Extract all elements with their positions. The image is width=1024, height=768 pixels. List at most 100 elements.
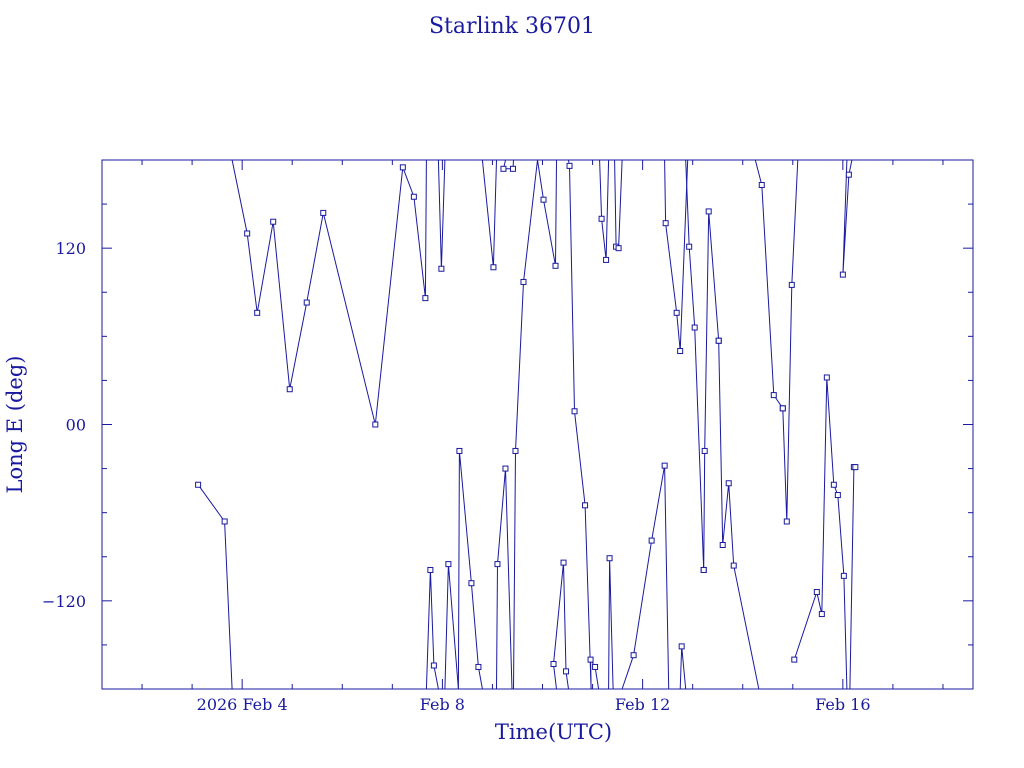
x-tick-label: 2026 Feb 4 [197, 695, 288, 714]
data-point [445, 561, 452, 568]
data-point [563, 668, 570, 675]
y-tick-label: 120 [55, 239, 86, 258]
x-tick-label: Feb 8 [420, 695, 465, 714]
data-point [615, 245, 622, 252]
data-point [494, 561, 501, 568]
data-point [468, 580, 475, 587]
data-point [839, 271, 846, 278]
data-point [700, 566, 707, 573]
plot-frame [101, 159, 974, 690]
series-line [568, 160, 592, 689]
series-line [664, 160, 689, 352]
y-tick-label: −120 [42, 592, 86, 611]
series-line [685, 160, 705, 571]
series-line [457, 450, 483, 689]
series-line [537, 160, 557, 266]
data-point [270, 218, 277, 225]
data-point [502, 465, 509, 472]
data-point [834, 492, 841, 499]
data-point [490, 264, 497, 271]
series-line [608, 558, 615, 689]
data-point [320, 209, 327, 216]
y-tick-label: 00 [66, 416, 86, 435]
data-point [560, 559, 567, 566]
data-point [661, 462, 668, 469]
data-point [438, 265, 445, 272]
data-point [372, 421, 379, 428]
data-point [603, 256, 610, 263]
data-point [520, 278, 527, 285]
series-line [842, 160, 853, 275]
data-point [512, 447, 519, 454]
series-line [197, 484, 233, 689]
data-point [566, 162, 573, 169]
data-point [791, 656, 798, 663]
data-point [592, 663, 599, 670]
x-axis-ticks: 2026 Feb 4 Feb 8 Feb 12 Feb 16 [197, 695, 871, 714]
x-tick-label: Feb 16 [815, 695, 870, 714]
data-point [818, 611, 825, 618]
series-line [679, 646, 687, 689]
data-point [686, 243, 693, 250]
data-point [673, 309, 680, 316]
series-line [496, 468, 514, 689]
data-point [678, 643, 685, 650]
series-line [754, 160, 784, 409]
data-point [221, 518, 228, 525]
data-point [286, 386, 293, 393]
data-point [730, 562, 737, 569]
series-line [782, 160, 799, 522]
data-point [630, 652, 637, 659]
data-point [399, 164, 406, 171]
series-line [703, 211, 720, 571]
data-point [701, 447, 708, 454]
data-point [552, 262, 559, 269]
series-line [513, 160, 538, 689]
data-point [422, 295, 429, 302]
series-line [231, 160, 427, 425]
data-point [788, 281, 795, 288]
data-point [691, 324, 698, 331]
data-point [719, 541, 726, 548]
data-point [195, 481, 202, 488]
data-point [677, 348, 684, 355]
series-line [849, 466, 856, 689]
data-point [783, 518, 790, 525]
data-point [813, 589, 820, 596]
plot-border [101, 159, 974, 690]
data-point [587, 656, 594, 663]
series-line [437, 160, 446, 269]
data-point [779, 405, 786, 412]
data-point [540, 196, 547, 203]
series-line [481, 160, 497, 268]
data-point [840, 572, 847, 579]
data-point [852, 464, 859, 471]
data-point [758, 181, 765, 188]
series-line [718, 340, 768, 689]
data-point [500, 165, 507, 172]
series-line [621, 465, 675, 689]
data-point [662, 220, 669, 227]
data-point [823, 374, 830, 381]
data-point [430, 662, 437, 669]
series-line [793, 377, 848, 689]
data-point [475, 663, 482, 670]
data-point [845, 171, 852, 178]
series-line [614, 160, 623, 250]
series-group [195, 160, 859, 689]
chart-title: Starlink 36701 [428, 14, 596, 39]
data-point [648, 537, 655, 544]
data-point [244, 230, 251, 237]
y-axis-ticks: 120 00 −120 [42, 239, 86, 611]
data-point [427, 566, 434, 573]
data-point [705, 208, 712, 215]
data-point [582, 502, 589, 509]
data-point [303, 299, 310, 306]
data-point [571, 408, 578, 415]
data-point [606, 555, 613, 562]
series-line [444, 564, 459, 689]
data-point [725, 480, 732, 487]
data-point [550, 661, 557, 668]
x-axis-label: Time(UTC) [495, 720, 612, 744]
